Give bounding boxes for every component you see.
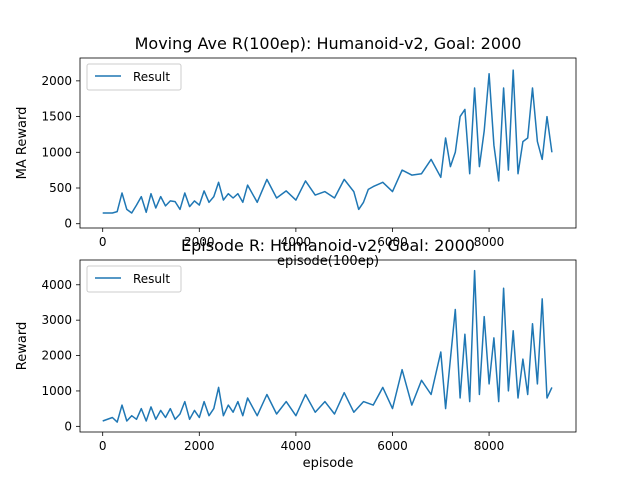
x-tick-label: 4000	[281, 439, 312, 453]
x-tick-label: 4000	[281, 235, 312, 249]
episode-reward-chart: 0 2000 4000 6000 8000 0 1000 2000 3000 4000 Rewar…	[15, 236, 577, 471]
chart-title: Moving Ave R(100ep): Humanoid-v2, Goal: …	[135, 34, 522, 53]
x-tick-label: 6000	[377, 235, 408, 249]
plot-area	[102, 269, 553, 423]
axis-ticks: 0 2000 4000 6000 8000 0 500 1000 1500 2000	[41, 74, 504, 249]
y-tick-label: 500	[49, 181, 72, 195]
legend: Result	[86, 63, 182, 91]
y-tick-label: 0	[64, 217, 72, 231]
x-tick-label: 0	[99, 235, 107, 249]
y-axis-label: MA Reward	[15, 107, 30, 180]
axes-frame	[79, 259, 577, 433]
y-axis-label: Reward	[15, 322, 30, 370]
legend: Result	[86, 265, 182, 293]
legend-box	[86, 265, 182, 293]
y-tick-label: 1000	[41, 384, 72, 398]
y-tick-label: 3000	[41, 313, 72, 327]
legend-box	[86, 63, 182, 91]
y-tick-label: 0	[64, 419, 72, 433]
axes-frame	[79, 57, 577, 229]
x-tick-label: 2000	[184, 439, 215, 453]
y-tick-label: 2000	[41, 74, 72, 88]
y-tick-label: 1000	[41, 145, 72, 159]
y-tick-label: 4000	[41, 278, 72, 292]
x-tick-label: 8000	[474, 235, 505, 249]
x-axis-label: episode	[303, 456, 354, 471]
legend-label: Result	[133, 272, 170, 286]
chart-title: Episode R: Humanoid-v2, Goal: 2000	[181, 236, 475, 255]
x-tick-label: 6000	[377, 439, 408, 453]
series-line	[102, 269, 553, 423]
moving-average-chart: Moving Ave R(100ep): Humanoid-v2, Goal: …	[15, 34, 577, 269]
series-line	[102, 69, 553, 214]
x-tick-label: 8000	[474, 439, 505, 453]
legend-label: Result	[133, 70, 170, 84]
x-axis-label: episode(100ep)	[277, 254, 379, 269]
x-tick-label: 0	[99, 439, 107, 453]
y-tick-label: 1500	[41, 110, 72, 124]
plot-area	[102, 69, 553, 214]
x-tick-label: 2000	[184, 235, 215, 249]
y-tick-label: 2000	[41, 349, 72, 363]
axis-ticks: 0 2000 4000 6000 8000 0 1000 2000 3000 4000	[41, 278, 504, 453]
